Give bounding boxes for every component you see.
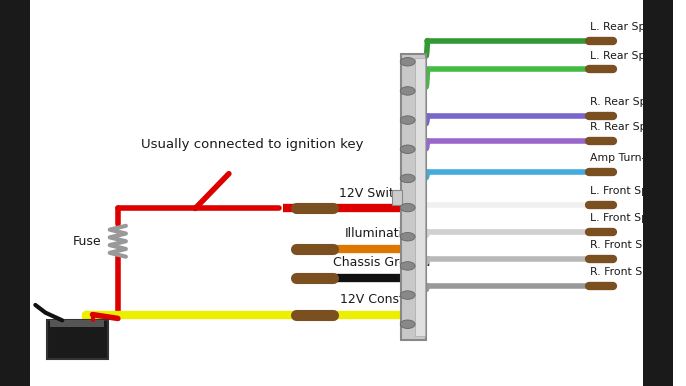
Text: Amp Turn-On: Amp Turn-On <box>591 153 661 163</box>
Bar <box>414 58 425 336</box>
Circle shape <box>400 145 415 154</box>
Text: 12V Switched: 12V Switched <box>340 187 425 200</box>
Text: L. Front Spk +: L. Front Spk + <box>591 186 667 196</box>
Circle shape <box>400 116 415 124</box>
Bar <box>0 0 30 386</box>
Bar <box>51 320 104 327</box>
Text: Usually connected to ignition key: Usually connected to ignition key <box>141 138 364 151</box>
Circle shape <box>400 58 415 66</box>
Bar <box>392 190 402 205</box>
Text: L. Front Spk –: L. Front Spk – <box>591 213 664 223</box>
Text: Fuse: Fuse <box>72 235 101 248</box>
Text: R. Front Spk +: R. Front Spk + <box>591 240 669 250</box>
Bar <box>643 0 673 386</box>
Bar <box>47 320 108 359</box>
Circle shape <box>400 232 415 241</box>
Text: L. Rear Spk +: L. Rear Spk + <box>591 51 665 61</box>
Circle shape <box>400 262 415 270</box>
Circle shape <box>400 320 415 328</box>
Text: Illumination: Illumination <box>345 227 419 240</box>
Circle shape <box>400 291 415 299</box>
Text: R. Rear Spk +: R. Rear Spk + <box>591 122 666 132</box>
Text: R. Rear Spk –: R. Rear Spk – <box>591 97 663 107</box>
Circle shape <box>400 87 415 95</box>
Bar <box>401 54 426 340</box>
Text: L. Rear Spk –: L. Rear Spk – <box>591 22 661 32</box>
Text: Chassis Ground: Chassis Ground <box>333 256 431 269</box>
Circle shape <box>400 203 415 212</box>
Circle shape <box>400 174 415 183</box>
Text: 12V Constant: 12V Constant <box>340 293 424 306</box>
Text: R. Front Spk –: R. Front Spk – <box>591 267 665 277</box>
